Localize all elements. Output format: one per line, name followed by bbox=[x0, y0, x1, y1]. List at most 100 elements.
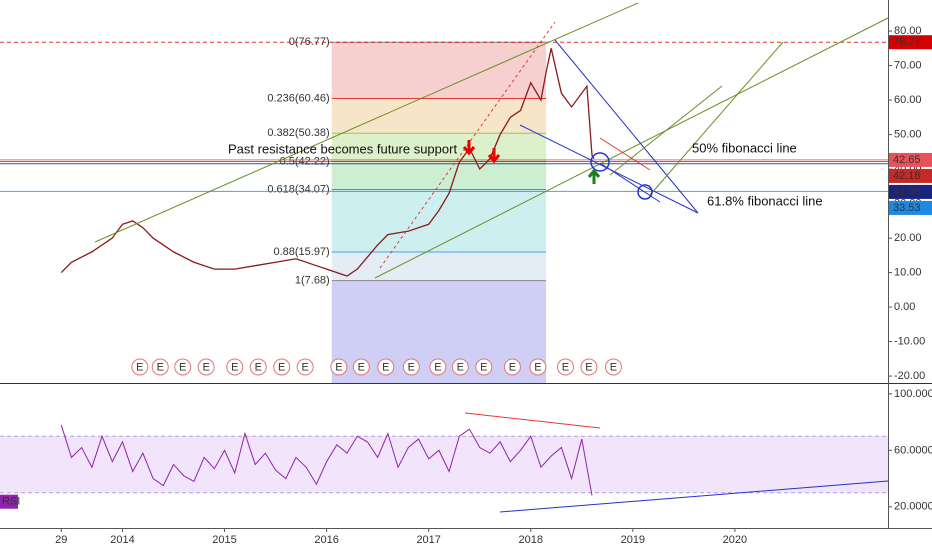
x-tick-label: 2019 bbox=[621, 534, 645, 546]
fib-zone bbox=[331, 42, 547, 99]
price-label-box bbox=[889, 152, 932, 167]
y-tick-label: 0.00 bbox=[894, 301, 915, 313]
fib-zone bbox=[331, 98, 547, 134]
earnings-label: E bbox=[382, 361, 389, 373]
trend-line bbox=[94, 2, 639, 243]
rsi-label-box bbox=[0, 494, 18, 509]
earnings-label: E bbox=[278, 361, 285, 373]
rsi-line bbox=[60, 424, 593, 496]
earnings-marker bbox=[131, 358, 149, 376]
circle bbox=[637, 184, 653, 200]
price-label: 42.65 bbox=[893, 154, 921, 166]
earnings-label: E bbox=[255, 361, 262, 373]
fib-zone bbox=[331, 133, 547, 162]
y-tick-label: 70.00 bbox=[894, 59, 922, 71]
earnings-label: E bbox=[302, 361, 309, 373]
x-tick-label: 2020 bbox=[723, 534, 747, 546]
earnings-marker bbox=[174, 358, 192, 376]
price-label: 33.53 bbox=[893, 202, 921, 214]
x-tick-label: 2017 bbox=[416, 534, 440, 546]
earnings-label: E bbox=[335, 361, 342, 373]
fib-label: 0.88(15.97) bbox=[273, 246, 329, 258]
earnings-label: E bbox=[434, 361, 441, 373]
circle bbox=[590, 152, 610, 172]
price-label-box bbox=[889, 200, 932, 215]
y-tick-label: 60.00 bbox=[894, 94, 922, 106]
earnings-label: E bbox=[408, 361, 415, 373]
price-label-box bbox=[889, 35, 932, 50]
earnings-label: E bbox=[231, 361, 238, 373]
x-tick-label: 2018 bbox=[519, 534, 543, 546]
earnings-marker bbox=[249, 358, 267, 376]
x-tick-label: 2016 bbox=[314, 534, 338, 546]
earnings-label: E bbox=[509, 361, 516, 373]
fib-zone bbox=[331, 161, 547, 190]
price-label: 76.77 bbox=[893, 36, 921, 48]
earnings-label: E bbox=[562, 361, 569, 373]
price-label-box bbox=[889, 184, 932, 199]
price-label: 41.55 bbox=[893, 186, 921, 198]
earnings-label: E bbox=[358, 361, 365, 373]
earnings-marker bbox=[226, 358, 244, 376]
front-layer: 76.77 42.65 42.18 41.55 33.53 RSI E E E E E E E E E E E E… bbox=[0, 35, 932, 509]
earnings-marker bbox=[296, 358, 314, 376]
rsi-y-tick-label: 60.0000 bbox=[894, 444, 932, 456]
arrow-down bbox=[462, 140, 476, 156]
earnings-marker bbox=[556, 358, 574, 376]
earnings-label: E bbox=[457, 361, 464, 373]
earnings-marker bbox=[151, 358, 169, 376]
earnings-marker bbox=[273, 358, 291, 376]
earnings-marker bbox=[330, 358, 348, 376]
earnings-marker bbox=[451, 358, 469, 376]
earnings-label: E bbox=[179, 361, 186, 373]
arrow-down bbox=[487, 148, 501, 164]
trend-line bbox=[374, 17, 889, 279]
rsi-band bbox=[0, 436, 888, 493]
earnings-marker bbox=[604, 358, 622, 376]
annotation: 50% fibonacci line bbox=[692, 140, 797, 155]
trend-line bbox=[554, 39, 699, 214]
x-tick-label: 2014 bbox=[110, 534, 134, 546]
drawings bbox=[94, 2, 889, 513]
earnings-marker bbox=[580, 358, 598, 376]
fib-label: 0.236(60.46) bbox=[267, 92, 329, 104]
fib-label: 1(7.68) bbox=[295, 274, 330, 286]
y-tick-label: 20.00 bbox=[894, 232, 922, 244]
y-tick-label: 80.00 bbox=[894, 25, 922, 37]
fib-label: 0.382(50.38) bbox=[267, 127, 329, 139]
earnings-label: E bbox=[534, 361, 541, 373]
arrow bbox=[649, 41, 784, 196]
earnings-marker bbox=[529, 358, 547, 376]
earnings-label: E bbox=[136, 361, 143, 373]
earnings-label: E bbox=[203, 361, 210, 373]
earnings-marker bbox=[352, 358, 370, 376]
trend-line bbox=[599, 162, 661, 203]
y-tick-label: -10.00 bbox=[894, 336, 925, 348]
price-line-series bbox=[60, 48, 595, 277]
rsi-trend-line bbox=[499, 480, 889, 513]
earnings-marker bbox=[402, 358, 420, 376]
annotation: 61.8% fibonacci line bbox=[707, 193, 823, 208]
earnings-marker bbox=[429, 358, 447, 376]
earnings-marker bbox=[503, 358, 521, 376]
fib-label: 0.618(34.07) bbox=[267, 183, 329, 195]
price-label-box bbox=[889, 168, 932, 183]
fib-zone bbox=[331, 251, 547, 281]
earnings-marker bbox=[377, 358, 395, 376]
rsi-label: RSI bbox=[2, 496, 20, 508]
earnings-marker bbox=[475, 358, 493, 376]
x-tick-label: 29 bbox=[55, 534, 67, 546]
rsi-y-tick-label: 20.0000 bbox=[894, 501, 932, 513]
y-tick-label: 10.00 bbox=[894, 266, 922, 278]
earnings-label: E bbox=[610, 361, 617, 373]
x-tick-label: 2015 bbox=[212, 534, 236, 546]
annotation: Past resistance becomes future support bbox=[228, 141, 457, 156]
rsi-y-tick-label: 100.0000 bbox=[894, 388, 932, 400]
divergence-line bbox=[464, 412, 601, 429]
arrow-up bbox=[587, 168, 601, 184]
earnings-label: E bbox=[157, 361, 164, 373]
arrow bbox=[599, 137, 651, 171]
y-tick-label: 50.00 bbox=[894, 128, 922, 140]
